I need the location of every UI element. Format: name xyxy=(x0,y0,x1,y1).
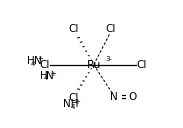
Text: Cl: Cl xyxy=(137,60,147,70)
Text: N: N xyxy=(46,71,54,81)
Text: N: N xyxy=(111,92,118,102)
Text: O: O xyxy=(128,92,136,102)
Text: H: H xyxy=(40,71,48,81)
Text: +: + xyxy=(50,71,56,77)
Text: Ru: Ru xyxy=(87,60,101,70)
Text: Cl: Cl xyxy=(68,93,78,103)
Text: 4: 4 xyxy=(44,75,48,81)
Text: 4: 4 xyxy=(70,104,75,110)
Text: NH: NH xyxy=(63,99,78,109)
Text: Cl: Cl xyxy=(68,24,78,34)
Text: 4: 4 xyxy=(31,61,36,67)
Text: +: + xyxy=(74,99,80,105)
Text: H: H xyxy=(27,56,35,66)
Text: 3-: 3- xyxy=(106,56,113,62)
Text: Cl: Cl xyxy=(105,24,115,34)
Text: Cl: Cl xyxy=(40,60,50,70)
Text: N: N xyxy=(34,56,41,66)
Text: +: + xyxy=(38,56,44,62)
